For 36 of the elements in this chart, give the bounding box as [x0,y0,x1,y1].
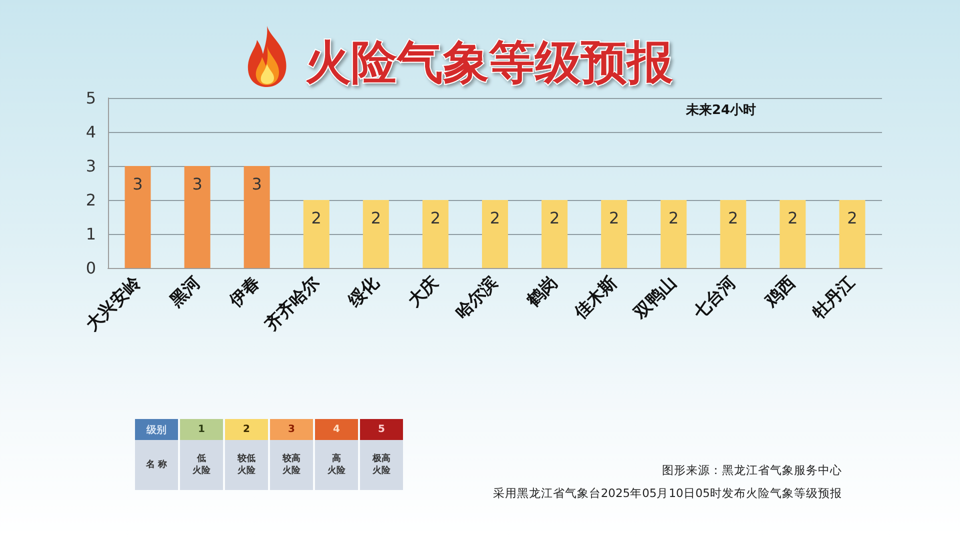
y-tick-label: 2 [86,190,96,210]
data-label: 2 [370,208,382,228]
data-label: 2 [311,208,322,228]
x-tick-label: 伊春 [225,272,264,312]
data-label: 2 [490,208,500,228]
data-label: 2 [608,208,620,228]
data-label: 3 [252,174,262,194]
x-tick-label: 七台河 [689,272,740,324]
data-label: 2 [430,208,441,228]
x-tick-label: 大庆 [404,272,443,312]
y-tick-label: 0 [86,258,96,278]
data-label: 2 [847,208,858,228]
data-label: 3 [132,174,143,194]
text: 图形来源：黑龙江省气象服务中心 [661,462,842,479]
data-label: 2 [728,208,738,228]
x-tick-label: 双鸭山 [630,272,681,324]
x-tick-label: 齐齐哈尔 [261,272,324,336]
text: 采用黑龙江省气象台2025年05月10日05时发布火险气象等级预报 [492,485,842,502]
x-tick-label: 牡丹江 [808,272,860,324]
data-label: 2 [788,208,798,228]
chart-title: 火险气象等级预报 [305,35,674,89]
x-tick-label: 哈尔滨 [452,272,502,324]
x-tick-label: 黑河 [165,272,204,312]
x-tick-label: 鸡西 [760,272,800,312]
y-tick-label: 5 [86,88,96,108]
x-tick-label: 佳木斯 [570,272,622,324]
data-label: 2 [668,208,679,228]
y-tick-label: 1 [86,224,96,244]
y-tick-label: 3 [86,156,96,176]
x-tick-label: 鹤岗 [522,272,562,312]
level-key-table: 级别 1 2 3 4 5 名 称 低火险 较低火险 较高火险 高火险 极高火险 [133,419,405,490]
data-label: 2 [549,208,560,228]
annotation: 未来24小时 [686,102,756,119]
data-label: 3 [192,174,202,194]
y-tick-label: 4 [86,122,96,142]
x-tick-label: 绥化 [344,272,384,312]
